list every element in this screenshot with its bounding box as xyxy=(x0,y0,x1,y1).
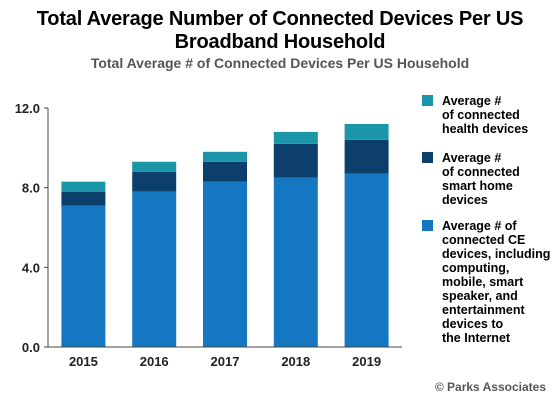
legend-label-smart-home: Average # of connected smart home device… xyxy=(442,151,520,207)
y-ticks-group: 0.0 4.0 8.0 12.0 xyxy=(15,101,48,355)
y-tick-label-3: 12.0 xyxy=(15,101,40,116)
bar-2016-series-2 xyxy=(132,161,177,172)
bar-2015-series-2 xyxy=(61,181,106,192)
bars-group xyxy=(61,123,389,347)
x-tick-label-2015: 2015 xyxy=(69,354,98,369)
bar-2018-series-2 xyxy=(273,131,318,144)
chart-title-text: Total Average Number of Connected Device… xyxy=(36,8,524,53)
legend-label-health: Average # of connected health devices xyxy=(442,94,529,136)
bar-2016-series-1 xyxy=(132,171,177,192)
bar-2015-series-0 xyxy=(61,205,106,347)
x-ticks-group: 2015 2016 2017 2018 2019 xyxy=(69,354,381,369)
x-tick-label-2018: 2018 xyxy=(281,354,310,369)
bar-2017-series-1 xyxy=(203,161,247,182)
bar-2016-series-0 xyxy=(132,191,177,347)
legend-label-ce: Average # of connected CE devices, inclu… xyxy=(442,219,551,345)
bar-2017-series-0 xyxy=(203,181,247,347)
legend-swatch-ce xyxy=(422,220,433,231)
chart-subtitle: Total Average # of Connected Devices Per… xyxy=(90,55,470,71)
bar-2019-series-0 xyxy=(344,173,389,347)
bar-2019-series-2 xyxy=(344,123,389,140)
x-tick-label-2019: 2019 xyxy=(352,354,381,369)
y-tick-label-1: 4.0 xyxy=(22,260,40,275)
bar-2019-series-1 xyxy=(344,139,389,174)
copyright-footer: © Parks Associates xyxy=(434,380,546,394)
bar-2015-series-1 xyxy=(61,191,106,206)
x-tick-label-2016: 2016 xyxy=(140,354,169,369)
legend-swatch-smart-home xyxy=(422,152,433,163)
bar-2018-series-1 xyxy=(273,143,318,178)
chart-title: Total Average Number of Connected Device… xyxy=(0,8,560,54)
y-tick-label-2: 8.0 xyxy=(22,181,40,196)
x-tick-label-2017: 2017 xyxy=(211,354,240,369)
bar-2017-series-2 xyxy=(203,151,247,162)
bar-2018-series-0 xyxy=(273,177,318,347)
legend-swatch-health xyxy=(422,95,433,106)
y-tick-label-0: 0.0 xyxy=(22,340,40,355)
